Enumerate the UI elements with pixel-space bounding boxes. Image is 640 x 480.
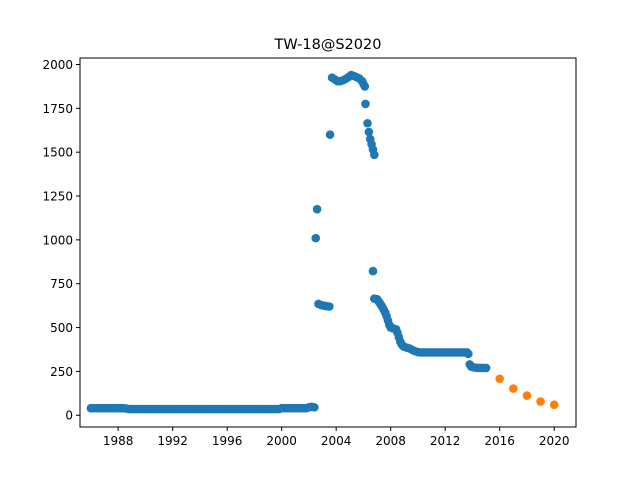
series-0-point-105 (361, 99, 370, 109)
plot-frame (79, 57, 577, 428)
y-tick-label-5: 1250 (42, 190, 73, 204)
series-1-point-2 (522, 391, 532, 400)
data-points (86, 70, 559, 414)
x-tick-label-2: 1996 (212, 434, 243, 448)
series-0-point-83 (311, 233, 321, 243)
series-0-point-84 (312, 204, 322, 214)
series-0-point-89 (325, 302, 334, 311)
series-0-point-164 (481, 363, 491, 373)
series-0-point-104 (360, 82, 370, 91)
x-tick-label-1: 1992 (157, 434, 188, 448)
y-axis: 0 250 500 750 1000 1250 1500 1750 2000 (42, 58, 80, 423)
x-tick-label-3: 2000 (266, 434, 297, 448)
y-tick-label-0: 0 (65, 409, 73, 423)
x-axis: 1988 1992 1996 2000 2004 2008 2012 2016 2020 (103, 427, 570, 448)
x-tick-label-4: 2004 (321, 434, 352, 448)
series-0-point-112 (368, 266, 378, 276)
series-1-point-4 (549, 400, 559, 410)
x-tick-label-0: 1988 (103, 434, 134, 448)
series-1-point-1 (509, 384, 518, 393)
series-0-point-156 (464, 349, 473, 359)
y-tick-label-8: 2000 (42, 58, 73, 72)
series-0-point-90 (325, 130, 335, 139)
y-tick-label-7: 1750 (42, 102, 73, 116)
series-0-point-82 (310, 403, 319, 412)
y-tick-label-6: 1500 (42, 146, 73, 160)
y-tick-label-1: 250 (50, 365, 73, 379)
series-0-point-106 (363, 118, 372, 128)
x-tick-label-6: 2012 (430, 434, 461, 448)
series-0-point-107 (364, 127, 374, 137)
series-0-point-111 (370, 150, 379, 160)
series-1-point-3 (536, 397, 545, 406)
x-tick-label-5: 2008 (375, 434, 406, 448)
series-1-point-0 (495, 374, 504, 384)
chart-title: TW-18@S2020 (274, 37, 382, 53)
y-tick-label-4: 1000 (42, 233, 73, 247)
y-tick-label-2: 500 (50, 321, 73, 335)
y-tick-label-3: 750 (50, 277, 73, 291)
x-tick-label-8: 2020 (539, 434, 570, 448)
x-tick-label-7: 2016 (484, 434, 515, 448)
